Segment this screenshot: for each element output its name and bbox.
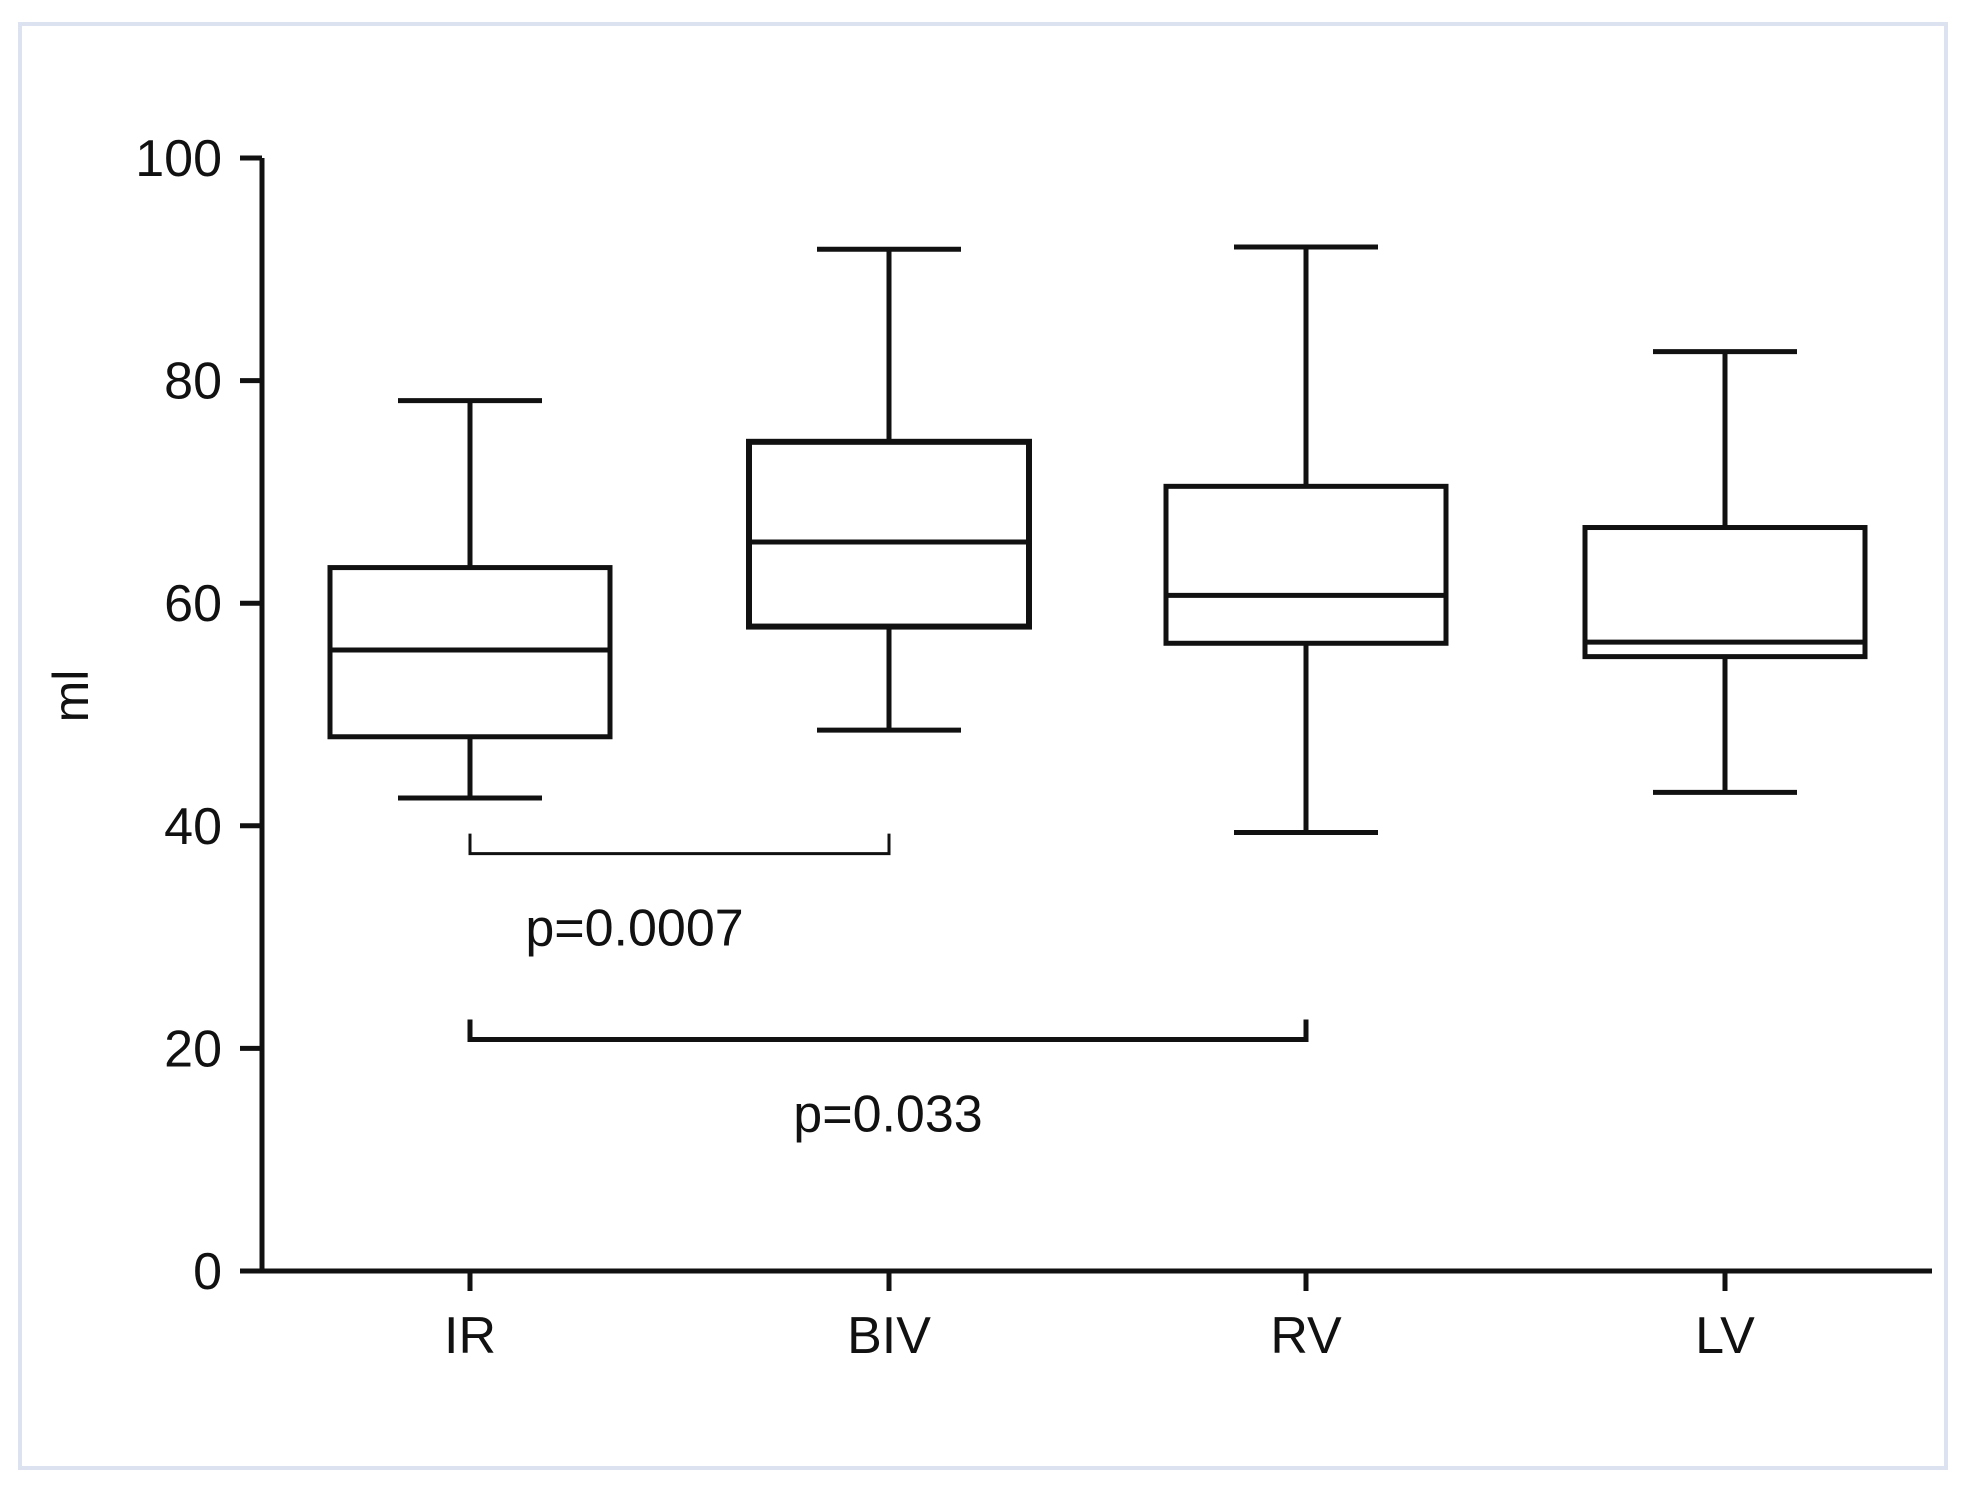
y-tick-label: 80 [164,353,222,411]
iqr-box [1163,483,1449,646]
box-biv [746,246,1032,733]
y-tick-label: 100 [135,130,222,188]
bracket-line [467,1019,1309,1042]
axes: 0 20 40 60 80 100 IR BIV RV LV [135,130,1932,1365]
x-tick-label: BIV [847,1307,931,1365]
bracket-line [468,833,891,856]
x-tick-label: RV [1270,1307,1342,1365]
iqr-box [1582,525,1868,660]
box-ir [327,398,613,801]
boxes [327,244,1868,835]
x-tick-label: LV [1695,1307,1755,1365]
y-tick-label: 20 [164,1020,222,1078]
box-lv [1582,349,1868,795]
y-tick-label: 40 [164,798,222,856]
y-tick-label: 60 [164,575,222,633]
y-axis-label: ml [43,670,99,723]
p-value-label: p=0.033 [793,1085,982,1143]
significance-bracket: p=0.033 [467,1019,1309,1143]
figure-frame [18,22,1948,1470]
box-rv [1163,244,1449,835]
iqr-box [746,438,1032,630]
x-tick-label: IR [444,1307,496,1365]
significance-annotations: p=0.0007 p=0.033 [467,833,1309,1143]
y-tick-label: 0 [193,1243,222,1301]
significance-bracket: p=0.0007 [468,833,891,958]
p-value-label: p=0.0007 [525,900,743,958]
